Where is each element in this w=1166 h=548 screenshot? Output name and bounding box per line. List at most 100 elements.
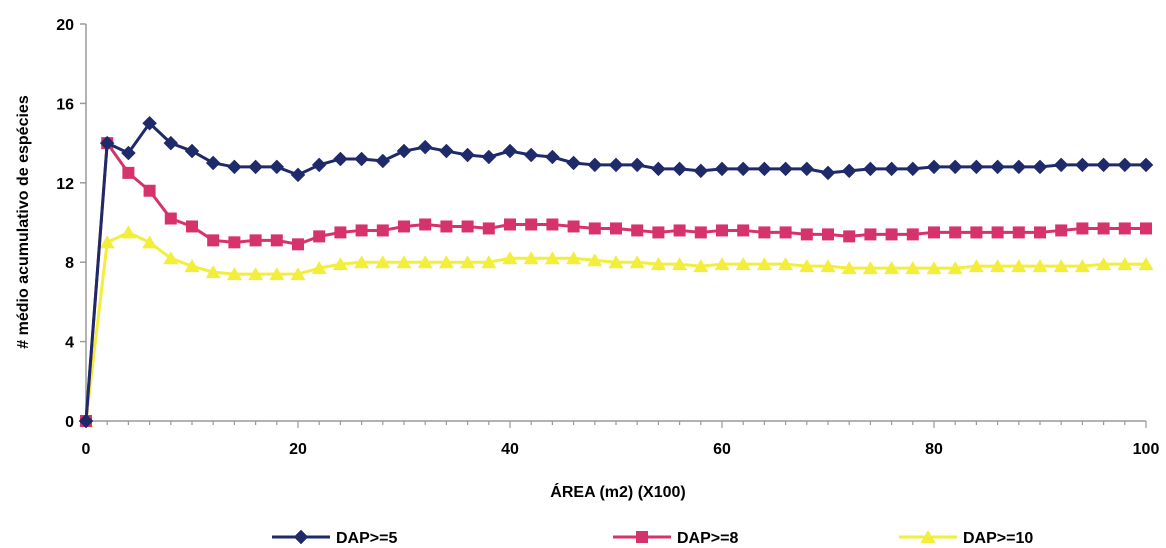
data-point	[905, 261, 921, 275]
data-point	[694, 226, 707, 239]
data-point	[949, 226, 962, 239]
legend-item: DAP>=5	[272, 529, 397, 547]
data-point	[926, 159, 942, 175]
data-point	[228, 236, 241, 249]
data-point	[587, 157, 603, 173]
data-point	[672, 161, 687, 177]
data-point	[460, 255, 476, 269]
data-point	[525, 218, 538, 231]
data-point	[270, 234, 283, 247]
data-point	[778, 161, 793, 177]
data-point	[439, 143, 454, 159]
data-point	[651, 161, 666, 177]
data-point	[290, 167, 306, 183]
data-point	[545, 149, 560, 165]
data-point	[1032, 159, 1048, 175]
data-point	[186, 220, 198, 233]
data-point	[928, 226, 940, 239]
data-point	[862, 261, 878, 275]
x-tick-label: 80	[925, 441, 943, 458]
data-point	[841, 261, 857, 275]
data-point	[184, 143, 200, 159]
data-point	[968, 259, 984, 273]
data-point	[1032, 259, 1048, 273]
legend-label: DAP>=10	[963, 530, 1033, 547]
data-point	[884, 161, 899, 177]
data-point	[440, 220, 453, 233]
data-point	[991, 226, 1004, 239]
x-axis-ticks: 0 20 40 60 80 100	[82, 421, 1160, 458]
data-point	[567, 220, 580, 233]
data-point	[143, 184, 156, 197]
y-tick-label: 8	[65, 255, 74, 272]
data-point	[163, 251, 179, 265]
data-point	[566, 251, 582, 265]
legend-item: DAP>=10	[899, 530, 1033, 547]
data-point	[716, 224, 728, 237]
y-tick-label: 0	[65, 414, 74, 431]
data-point	[820, 165, 836, 181]
series-layer	[78, 115, 1154, 429]
data-point	[419, 218, 432, 231]
data-point	[290, 267, 306, 281]
data-point	[673, 224, 686, 237]
data-point	[757, 161, 772, 177]
data-point	[947, 261, 963, 275]
data-point	[417, 139, 433, 155]
legend-marker	[920, 530, 936, 543]
y-tick-label: 16	[56, 96, 74, 113]
data-point	[502, 143, 518, 159]
data-point	[610, 222, 622, 235]
data-point	[1053, 157, 1069, 173]
data-point	[164, 212, 177, 225]
data-point	[778, 257, 794, 271]
legend-marker	[636, 531, 648, 543]
data-point	[142, 235, 158, 249]
data-point	[544, 251, 560, 265]
data-point	[375, 153, 391, 169]
data-point	[354, 255, 370, 269]
data-point	[1076, 222, 1089, 235]
data-point	[313, 230, 326, 243]
data-point	[672, 257, 688, 271]
data-point	[332, 257, 348, 271]
data-point	[1053, 259, 1069, 273]
data-point	[376, 224, 389, 237]
data-point	[799, 161, 815, 177]
y-axis-title: # médio acumulativo de espécies	[15, 95, 32, 349]
y-tick-label: 4	[65, 335, 74, 352]
x-tick-label: 40	[501, 441, 519, 458]
data-point	[758, 226, 771, 239]
data-point	[502, 251, 518, 265]
data-point	[1117, 157, 1133, 173]
data-point	[1074, 259, 1090, 273]
series-dap-5	[78, 115, 1154, 429]
legend-marker	[293, 529, 309, 545]
data-point	[650, 257, 666, 271]
data-point	[1075, 157, 1090, 173]
data-point	[820, 259, 836, 273]
data-point	[926, 261, 942, 275]
data-point	[779, 226, 792, 239]
data-point	[269, 267, 285, 281]
data-point	[438, 255, 454, 269]
data-point	[970, 226, 983, 239]
data-point	[629, 157, 645, 173]
y-tick-label: 20	[56, 17, 74, 34]
data-point	[693, 259, 709, 273]
data-point	[163, 135, 179, 151]
x-tick-label: 60	[713, 441, 731, 458]
data-point	[693, 163, 709, 179]
data-point	[248, 267, 264, 281]
data-point	[990, 259, 1006, 273]
data-point	[269, 159, 285, 175]
data-point	[461, 220, 474, 233]
x-tick-label: 100	[1133, 441, 1160, 458]
series-line	[84, 141, 1146, 422]
data-point	[460, 147, 475, 163]
data-point	[142, 115, 157, 131]
data-point	[608, 255, 624, 269]
data-point	[523, 251, 539, 265]
data-point	[735, 161, 751, 177]
